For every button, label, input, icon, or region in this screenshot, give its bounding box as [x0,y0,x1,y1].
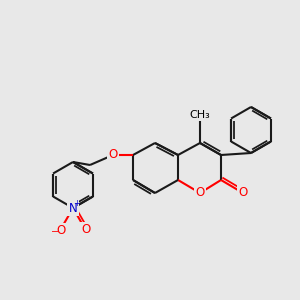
Text: O: O [195,187,205,200]
Text: N: N [69,202,77,214]
Text: CH₃: CH₃ [190,110,210,120]
Text: O: O [56,224,65,237]
Text: O: O [108,148,118,161]
Text: O: O [238,187,247,200]
Text: −: − [51,227,60,237]
Text: O: O [81,223,90,236]
Text: +: + [74,199,80,208]
